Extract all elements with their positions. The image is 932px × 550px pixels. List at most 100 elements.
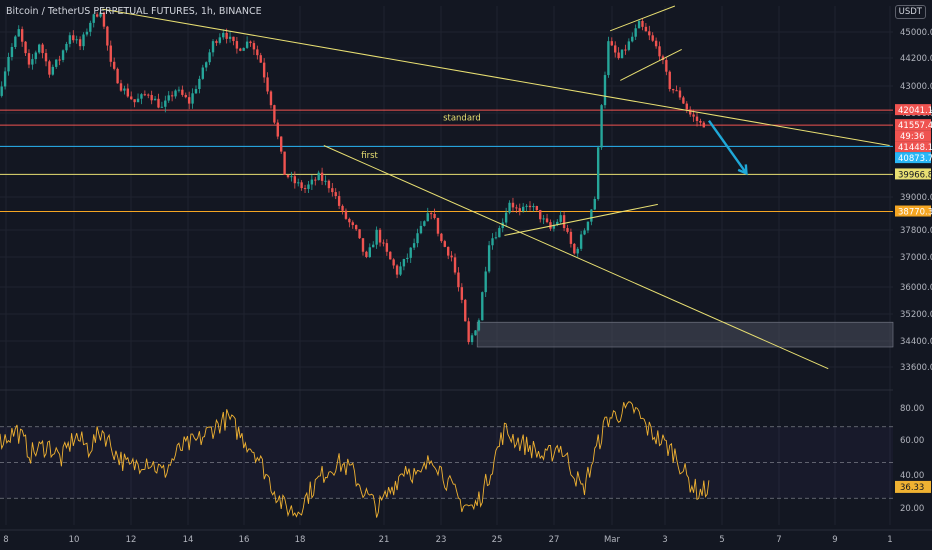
price-tick-label: 44200.0 [900, 54, 932, 64]
candle-body [72, 35, 75, 41]
price-tick-label: 36000.0 [900, 283, 932, 293]
candle-body [549, 222, 552, 229]
candle-body [0, 86, 3, 96]
candle-body [600, 105, 603, 148]
candle-body [692, 114, 695, 117]
candle-body [269, 91, 273, 106]
candle-body [293, 176, 297, 184]
candle-body [579, 234, 583, 249]
candle-body [225, 32, 228, 39]
candle-body [617, 52, 620, 59]
candle-body [552, 224, 556, 229]
candle-body [283, 151, 286, 175]
candle-body [191, 93, 194, 104]
candle-body [498, 228, 501, 238]
candle-body [491, 238, 494, 246]
candle-body [164, 100, 167, 107]
candle-body [242, 47, 245, 51]
candle-body [112, 61, 116, 69]
candle-body [620, 49, 624, 59]
candle-body [389, 251, 392, 260]
candle-body [279, 136, 283, 152]
candle-body [157, 98, 160, 108]
candle-body [658, 46, 661, 57]
chart-title: Bitcoin / TetherUS PERPETUAL FUTURES, 1h… [6, 6, 262, 17]
rsi-tick-label: 80.00 [900, 404, 924, 414]
time-tick-label: 21 [379, 535, 390, 545]
candle-body [51, 66, 55, 75]
candle-body [614, 45, 617, 53]
time-tick-label: 7 [776, 535, 781, 545]
candle-body [17, 29, 20, 37]
candle-body [273, 105, 276, 123]
candle-body [109, 45, 112, 62]
candle-body [334, 192, 337, 197]
candle-body [116, 68, 119, 84]
price-label-text: 40873.7 [898, 154, 932, 164]
candle-body [631, 36, 634, 42]
candle-body [34, 52, 37, 60]
candle-body [406, 257, 409, 259]
time-tick-label: 5 [719, 535, 724, 545]
candle-body [102, 12, 106, 27]
trendline [102, 8, 890, 146]
candle-body [382, 242, 385, 244]
candle-body [314, 179, 317, 181]
candle-body [593, 198, 596, 210]
trendline [609, 5, 676, 32]
horizontal-levels [0, 109, 893, 213]
trendline [504, 203, 658, 236]
candle-body [123, 88, 126, 91]
candle-body [303, 188, 307, 190]
candle-body [7, 56, 10, 72]
time-tick-label: 10 [69, 535, 80, 545]
candle-body [262, 62, 266, 78]
price-tick-label: 35200.0 [900, 310, 932, 320]
candle-body [685, 103, 688, 110]
candle-body [38, 44, 41, 53]
candle-body [436, 217, 440, 234]
candle-body [464, 299, 467, 322]
candle-body [222, 32, 225, 38]
candle-body [27, 53, 31, 65]
candle-body [61, 50, 65, 60]
candle-body [136, 98, 140, 103]
trendline [620, 48, 682, 81]
candle-body [559, 215, 562, 222]
candle-body [85, 31, 89, 35]
candle-body [256, 49, 259, 56]
candle-body [515, 207, 518, 209]
candle-body [668, 71, 671, 90]
price-tick-label: 37000.0 [900, 253, 932, 263]
time-tick-label: 25 [492, 535, 503, 545]
candle-body [419, 225, 423, 234]
price-tick-label: 39000.0 [900, 193, 932, 203]
candle-body [89, 22, 92, 32]
candle-body [385, 243, 389, 252]
price-tick-label: 34400.0 [900, 337, 932, 347]
candle-body [55, 59, 58, 67]
candle-body [610, 41, 614, 46]
price-label-box [895, 168, 931, 180]
chart-annotation: first [361, 151, 378, 161]
candle-body [525, 205, 528, 207]
price-axis: 45000.044200.043000.042000.039000.037800… [895, 28, 932, 514]
candle-body [10, 46, 14, 57]
candle-body [266, 77, 269, 92]
currency-unit-badge[interactable]: USDT [894, 5, 926, 19]
candle-body [320, 172, 324, 181]
price-tick-label: 33600.0 [900, 363, 932, 373]
candle-body [368, 247, 372, 257]
price-tick-label: 45000.0 [900, 28, 932, 38]
candle-body [354, 225, 358, 230]
rsi-line [0, 401, 710, 518]
candle-body [637, 20, 641, 29]
demand-zone [476, 321, 894, 348]
candle-body [194, 89, 198, 94]
price-label-box [895, 119, 931, 131]
candle-body [443, 241, 446, 247]
candle-body [307, 184, 310, 189]
candle-body [562, 215, 566, 229]
candle-body [95, 14, 99, 17]
